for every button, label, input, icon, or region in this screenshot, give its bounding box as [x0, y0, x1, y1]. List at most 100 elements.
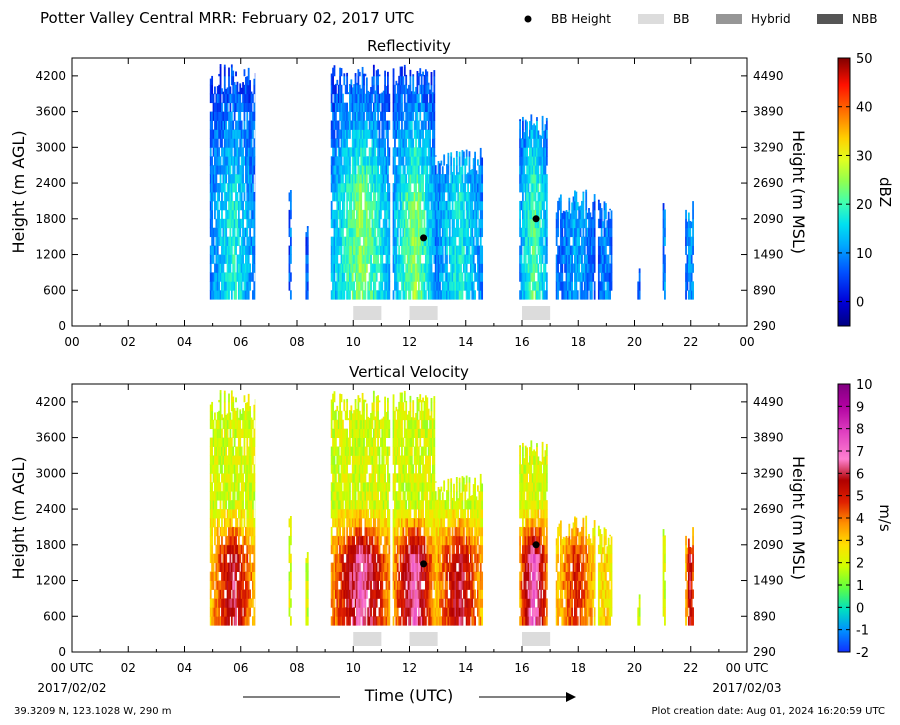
field-cell	[581, 218, 583, 229]
field-cell	[578, 272, 581, 282]
field-cell	[240, 218, 243, 229]
field-cell	[394, 102, 396, 112]
field-cell	[334, 535, 337, 546]
field-cell	[336, 245, 339, 255]
field-cell	[240, 491, 243, 501]
field-cell	[467, 192, 469, 202]
field-cell	[471, 200, 474, 211]
field-cell	[537, 147, 540, 157]
field-cell	[211, 491, 214, 501]
field-cell	[223, 236, 226, 246]
field-cell	[519, 218, 521, 229]
field-cell	[239, 544, 242, 555]
field-cell	[343, 200, 346, 211]
field-cell	[368, 174, 371, 184]
field-cell	[340, 227, 343, 238]
field-cell	[538, 209, 541, 220]
field-cell	[461, 290, 464, 300]
field-cell	[243, 236, 246, 246]
field-cell	[427, 183, 430, 193]
field-cell	[662, 218, 665, 229]
field-cell	[247, 272, 250, 282]
field-cell	[333, 120, 336, 130]
field-cell	[523, 209, 526, 220]
field-cell	[212, 174, 215, 184]
field-cell	[215, 183, 218, 193]
field-cell	[479, 192, 482, 202]
field-cell	[364, 263, 367, 273]
field-cell	[247, 183, 250, 193]
field-cell	[405, 138, 408, 148]
field-cell	[522, 147, 524, 157]
field-cell	[358, 410, 361, 421]
field-cell	[249, 138, 251, 148]
field-cell	[306, 580, 309, 590]
field-cell	[557, 281, 559, 291]
field-cell	[426, 254, 429, 264]
field-cell	[441, 281, 444, 291]
field-cell	[353, 147, 356, 157]
field-cell	[375, 93, 378, 104]
field-cell	[351, 482, 354, 492]
field-cell	[357, 500, 360, 510]
field-cell	[692, 245, 694, 255]
field-cell	[354, 464, 357, 474]
field-cell	[422, 290, 424, 300]
field-cell	[356, 174, 358, 184]
field-cell	[385, 245, 388, 255]
field-cell	[346, 535, 349, 546]
field-cell	[360, 147, 363, 157]
field-cell	[426, 263, 429, 273]
field-cell	[221, 455, 223, 465]
field-cell	[405, 111, 408, 121]
field-cell	[350, 526, 353, 537]
field-cell	[342, 263, 344, 273]
field-cell	[458, 209, 461, 220]
field-cell	[524, 192, 527, 202]
field-cell	[305, 236, 308, 246]
field-cell	[357, 616, 360, 626]
field-cell	[347, 455, 350, 465]
field-cell	[333, 192, 336, 202]
field-cell	[333, 580, 336, 590]
field-cell	[350, 174, 353, 184]
field-cell	[253, 236, 256, 246]
field-cell	[226, 607, 229, 617]
field-cell	[441, 192, 444, 202]
field-cell	[226, 562, 229, 572]
field-cell	[538, 147, 541, 157]
field-cell	[417, 218, 420, 229]
field-cell	[242, 272, 244, 282]
field-cell	[330, 263, 333, 273]
field-cell	[464, 183, 467, 193]
field-cell	[357, 183, 360, 193]
field-cell	[214, 571, 216, 581]
field-cell	[232, 75, 235, 86]
field-cell	[239, 580, 242, 590]
field-cell	[344, 102, 347, 112]
field-cell	[249, 500, 251, 510]
field-cell	[347, 500, 350, 510]
field-cell	[221, 473, 223, 483]
field-cell	[358, 598, 361, 608]
field-cell	[215, 562, 218, 572]
field-cell	[406, 129, 409, 139]
field-cell	[457, 209, 460, 220]
field-cell	[575, 290, 578, 300]
field-cell	[236, 147, 239, 157]
field-cell	[249, 571, 251, 581]
field-cell	[468, 165, 471, 175]
field-cell	[339, 410, 341, 421]
field-cell	[244, 464, 247, 474]
field-cell	[412, 263, 415, 273]
field-cell	[388, 200, 391, 211]
field-cell	[437, 218, 440, 229]
field-cell	[467, 236, 469, 246]
field-cell	[469, 183, 472, 193]
field-cell	[429, 138, 431, 148]
field-cell	[387, 290, 389, 300]
field-cell	[363, 156, 365, 166]
field-cell	[603, 209, 606, 220]
field-cell	[597, 218, 600, 229]
field-cell	[519, 245, 521, 255]
